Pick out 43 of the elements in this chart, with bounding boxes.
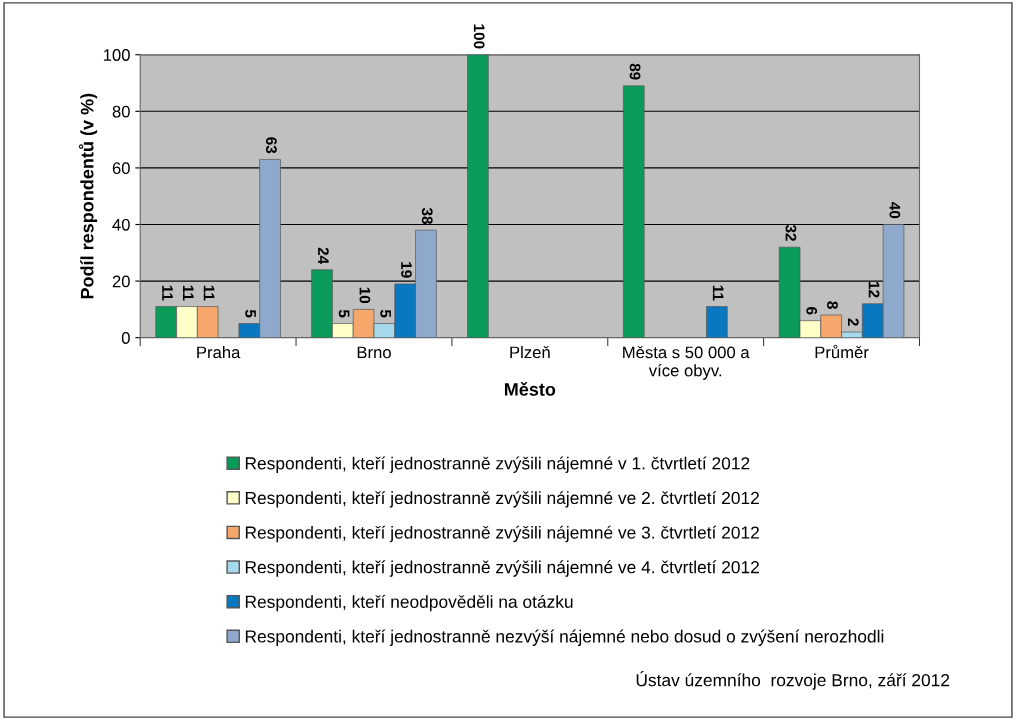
data-label: 5	[245, 309, 256, 318]
x-tick-label: Plzeň	[510, 345, 550, 359]
data-label: 5	[380, 309, 391, 318]
data-label: 100	[473, 24, 485, 49]
legend-label: Respondenti, kteří jednostranně zvýšili nájemné ve 3. čtvrtletí 2012	[245, 525, 759, 543]
legend-label: Respondenti, kteří jednostranně zvýšili nájemné v 1. čtvrtletí 2012	[245, 456, 750, 473]
y-axis-title: Podíl respondentů (v %)	[78, 93, 98, 299]
y-tick-label: 20	[112, 275, 130, 288]
data-label: 5	[338, 309, 350, 318]
y-tick-label: 0	[121, 332, 130, 344]
legend-label: Respondenti, kteří jednostranně zvýšili nájemné ve 4. čtvrtletí 2012	[245, 560, 759, 577]
data-label: 6	[806, 307, 818, 315]
y-tick-label: 60	[112, 162, 130, 175]
y-tick-label: 100	[103, 49, 130, 61]
data-label: 10	[359, 287, 371, 304]
text: Ústav územního rozvoje Brno, září 2012	[636, 671, 950, 690]
data-label: 8	[827, 301, 838, 309]
data-label: 89	[629, 63, 641, 80]
y-tick-label: 40	[112, 218, 130, 231]
data-label: 38	[421, 207, 433, 225]
data-label: 63	[265, 137, 277, 154]
data-label: 12	[868, 282, 880, 298]
x-tick-label: Města s 50 000 a více obyv.	[623, 345, 750, 380]
data-label: 11	[183, 285, 194, 301]
legend-label: Respondenti, kteří neodpověděli na otázku	[245, 594, 573, 612]
x-tick-label: Praha	[197, 346, 241, 359]
x-tick-label: Brno	[357, 346, 391, 359]
data-label: 19	[401, 262, 412, 278]
legend-label: Respondenti, kteří jednostranně zvýšili nájemné ve 2. čtvrtletí 2012	[245, 491, 759, 508]
y-tick-label: 80	[112, 105, 130, 118]
x-axis-title: Město	[504, 382, 556, 396]
data-label: 32	[785, 224, 797, 241]
bar	[623, 85, 645, 338]
legend-label: Respondenti, kteří jednostranně nezvýší nájemné nebo dosud o zvýšení nerozhodli	[245, 629, 884, 646]
data-label: 11	[162, 285, 173, 301]
bar	[706, 306, 728, 338]
x-tick-label: Průměr	[815, 344, 869, 359]
data-label: 2	[847, 318, 859, 326]
data-label: 24	[318, 247, 329, 265]
data-label: 40	[889, 202, 901, 219]
data-label: 11	[203, 285, 215, 301]
bar	[467, 54, 489, 338]
data-label: 11	[712, 285, 724, 301]
